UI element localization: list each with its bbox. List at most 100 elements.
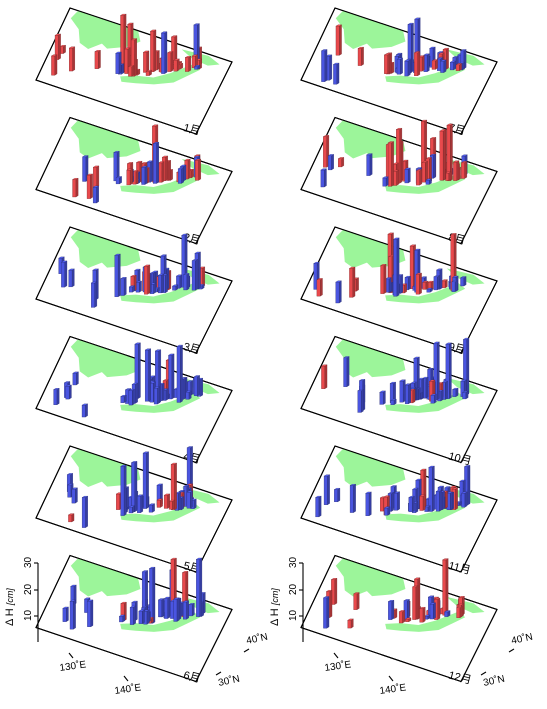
bar-negative-side	[432, 465, 435, 512]
bar-positive	[185, 57, 189, 72]
month-panel: 9月	[300, 226, 498, 357]
bar-negative	[382, 177, 387, 187]
bar-negative-side	[192, 602, 195, 617]
bar-positive	[156, 499, 161, 508]
bar-positive	[126, 169, 131, 186]
month-panel: 11月	[300, 445, 498, 577]
bar-positive-side	[170, 51, 174, 72]
bar-positive-side	[446, 47, 449, 70]
bar-positive	[143, 52, 147, 73]
bar-negative-side	[195, 259, 198, 291]
bar-negative-side	[118, 51, 122, 74]
bar-positive-top	[142, 50, 150, 53]
bar-positive-side	[445, 558, 449, 616]
bar-negative	[120, 278, 125, 296]
bar-negative-top	[92, 185, 100, 188]
bar-negative-top	[144, 348, 152, 351]
bar-positive-top	[191, 54, 199, 57]
bar-negative-top	[114, 253, 121, 256]
bar-positive-side	[147, 264, 151, 295]
bar-negative	[462, 392, 467, 400]
bar-positive-top	[439, 129, 446, 132]
bar-negative-top	[463, 465, 471, 467]
bar-negative-side	[391, 492, 394, 512]
bar-positive	[150, 31, 154, 72]
bar-positive-top	[126, 162, 134, 164]
month-label: 9月	[447, 341, 467, 357]
bar-negative-side	[161, 598, 165, 618]
bar-negative	[113, 152, 118, 182]
bar-positive-side	[75, 177, 79, 198]
bar-negative-top	[128, 389, 136, 391]
bar-negative-side	[165, 388, 169, 401]
land-japan	[385, 392, 466, 413]
bar-positive-side	[334, 577, 338, 605]
z-tick-label: 10	[288, 609, 299, 621]
bar-negative-side	[180, 344, 183, 403]
bar-positive-side	[455, 487, 458, 510]
bar-positive	[86, 175, 91, 199]
bar-positive-side	[146, 167, 150, 184]
bar-positive-top	[151, 124, 159, 127]
bar-positive	[431, 60, 436, 70]
bar-negative-side	[199, 557, 203, 617]
bar-negative-top	[191, 259, 199, 261]
bar-negative	[450, 62, 454, 71]
bar-positive-top	[442, 558, 449, 561]
bar-positive-side	[391, 141, 394, 187]
bar-positive-side	[198, 158, 201, 181]
bar-positive-top	[67, 513, 75, 516]
bar-negative-side	[135, 382, 138, 404]
bar-positive-side	[464, 161, 468, 179]
bar-negative	[315, 497, 320, 518]
bar-positive-side	[146, 50, 150, 73]
bar-negative	[193, 376, 198, 396]
land-continent	[335, 10, 406, 50]
lon-tick-label: 140˚E	[114, 681, 142, 697]
bar-positive-side	[131, 65, 135, 77]
bar-negative-side	[165, 273, 168, 293]
bar-negative-top	[193, 65, 201, 67]
bar-negative-top	[323, 474, 331, 477]
bar-positive-side	[396, 169, 399, 186]
bar-negative	[120, 396, 125, 403]
bar-negative	[182, 601, 187, 620]
bar-positive-top	[429, 137, 437, 139]
bar-negative	[393, 492, 398, 511]
bar-negative-top	[193, 375, 201, 377]
bar-negative-side	[181, 496, 184, 511]
bar-negative-side	[183, 377, 186, 400]
bar-negative-top	[128, 285, 136, 288]
bar-negative-side	[197, 375, 200, 397]
bar-negative-side	[391, 599, 395, 620]
bar-negative	[68, 270, 73, 288]
bar-negative-side	[139, 280, 142, 293]
bar-negative	[161, 32, 165, 74]
bar-negative-top	[407, 22, 415, 25]
bar-positive-top	[428, 379, 436, 382]
bar-positive-top	[140, 162, 148, 164]
bar-negative-top	[444, 486, 451, 488]
month-label: 11月	[447, 560, 472, 577]
bar-negative-side	[123, 277, 127, 296]
bar-negative-side	[329, 54, 332, 81]
bar-positive-top	[126, 168, 133, 171]
land-japan	[120, 392, 201, 413]
bar-positive-top	[130, 275, 137, 277]
bar-positive	[72, 179, 77, 198]
bar-negative-top	[394, 54, 402, 57]
bar-negative	[430, 395, 435, 404]
bar-negative-top	[408, 495, 415, 498]
bar-negative-side	[369, 153, 373, 176]
bar-negative	[452, 389, 457, 397]
bar-positive	[414, 52, 418, 76]
bar-positive	[335, 25, 340, 56]
bar-positive-side	[459, 606, 463, 619]
bar-positive-top	[194, 158, 202, 161]
bar-negative	[67, 484, 72, 498]
bar-positive-top	[50, 54, 58, 57]
bar-positive-top	[395, 128, 403, 130]
bar-negative-top	[193, 23, 200, 26]
bar-negative	[81, 404, 86, 418]
bar-negative-top	[194, 251, 202, 254]
